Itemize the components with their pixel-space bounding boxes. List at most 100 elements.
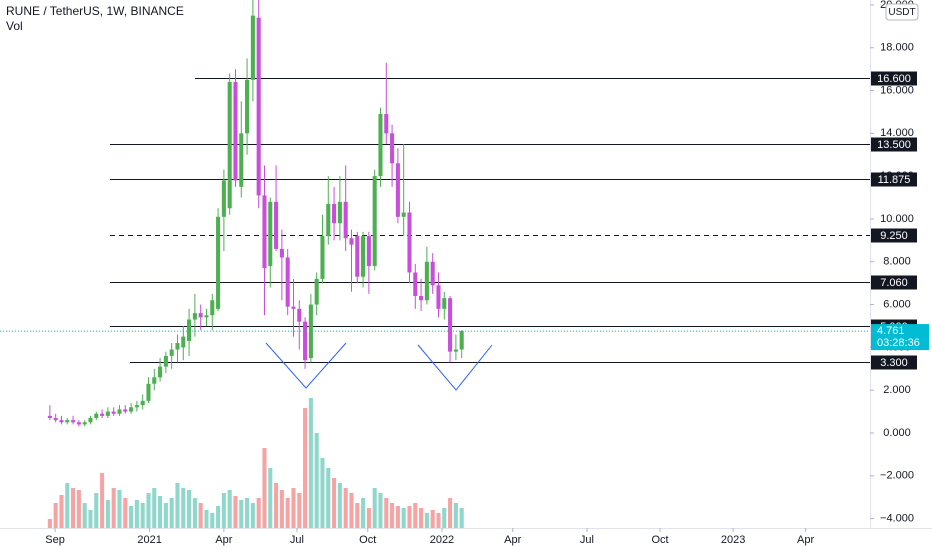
volume-bar bbox=[250, 503, 255, 528]
candle-body bbox=[337, 201, 342, 224]
candle-body bbox=[204, 315, 209, 318]
level-label-box bbox=[871, 275, 917, 290]
x-tick-label: 2022 bbox=[430, 534, 454, 546]
candle-body bbox=[349, 238, 354, 245]
volume-bar bbox=[123, 498, 128, 528]
candle-body bbox=[221, 180, 226, 217]
candle-body bbox=[279, 248, 284, 258]
y-tick-label: 18.000 bbox=[880, 42, 914, 54]
volume-bar bbox=[303, 408, 308, 528]
y-tick-label: 6.000 bbox=[883, 298, 911, 310]
candle-body bbox=[123, 409, 128, 412]
volume-bar bbox=[256, 498, 261, 528]
y-tick-label: −4.000 bbox=[880, 512, 914, 524]
candle-body bbox=[308, 304, 313, 359]
x-tick-label: 2021 bbox=[137, 534, 161, 546]
candle-body bbox=[175, 343, 180, 350]
volume-bar bbox=[262, 448, 267, 528]
volume-bar bbox=[297, 493, 302, 528]
volume-bar bbox=[59, 495, 64, 528]
candle-body bbox=[326, 203, 331, 237]
candle-body bbox=[366, 236, 371, 267]
x-tick-label: 2023 bbox=[721, 534, 745, 546]
x-tick-label: Oct bbox=[359, 534, 376, 546]
level-label: 3.300 bbox=[880, 357, 908, 369]
volume-bar bbox=[71, 488, 76, 528]
level-label: 7.060 bbox=[880, 277, 908, 289]
candle-body bbox=[117, 409, 122, 414]
volume-bar bbox=[320, 458, 325, 528]
candle-body bbox=[71, 420, 76, 423]
candle-body bbox=[453, 349, 458, 352]
volume-bar bbox=[279, 490, 284, 528]
volume-bar bbox=[53, 503, 58, 528]
currency-label[interactable]: USDT bbox=[888, 7, 915, 18]
candle-body bbox=[245, 79, 250, 134]
volume-bar bbox=[187, 490, 192, 528]
volume-bar bbox=[47, 519, 52, 528]
volume-bar bbox=[82, 503, 87, 528]
level-label-box bbox=[871, 228, 917, 243]
y-tick-label: 0.000 bbox=[883, 427, 911, 439]
volume-bar bbox=[372, 488, 377, 528]
x-tick-label: Apr bbox=[797, 534, 814, 546]
volume-bar bbox=[163, 503, 168, 528]
candle-body bbox=[187, 319, 192, 341]
candle-body bbox=[181, 336, 186, 348]
volume-bar bbox=[140, 503, 145, 528]
volume-bar bbox=[419, 508, 424, 528]
volume-bar bbox=[332, 478, 337, 528]
pattern-drawings bbox=[265, 342, 493, 391]
volume-bar bbox=[239, 500, 244, 528]
candle-body bbox=[297, 308, 302, 322]
candle-body bbox=[100, 413, 105, 416]
volume-bar bbox=[146, 493, 151, 528]
volume-bar bbox=[227, 490, 232, 528]
candle-body bbox=[256, 17, 261, 196]
candle-body bbox=[343, 201, 348, 239]
volume-bar bbox=[384, 498, 389, 528]
candle-body bbox=[413, 272, 418, 296]
volume-bar bbox=[337, 483, 342, 528]
candle-body bbox=[163, 355, 168, 367]
current-price-box bbox=[871, 324, 929, 351]
currency-button[interactable] bbox=[885, 3, 919, 21]
candle-body bbox=[210, 300, 215, 316]
candle-body bbox=[355, 236, 360, 277]
candle-body bbox=[94, 413, 99, 418]
volume-bar bbox=[175, 483, 180, 528]
plot-area bbox=[0, 0, 870, 528]
volume-bar bbox=[111, 488, 116, 528]
volume-bar bbox=[233, 496, 238, 528]
x-tick-label: Oct bbox=[651, 534, 668, 546]
volume-bar bbox=[361, 498, 366, 528]
candle-body bbox=[158, 366, 163, 378]
volume-bar bbox=[94, 493, 99, 528]
volume-bar bbox=[395, 506, 400, 528]
volume-bar bbox=[268, 468, 273, 528]
candle-body bbox=[430, 261, 435, 286]
volume-bar bbox=[105, 500, 110, 528]
volume-bar bbox=[221, 493, 226, 528]
v-pattern bbox=[417, 344, 493, 391]
candle-body bbox=[378, 114, 383, 177]
volume-bar bbox=[459, 508, 464, 528]
volume-bar bbox=[285, 498, 290, 528]
candle-body bbox=[233, 81, 238, 181]
candle-body bbox=[314, 278, 319, 305]
level-label-box bbox=[871, 137, 917, 152]
volume-bar bbox=[343, 488, 348, 528]
candle-body bbox=[140, 400, 145, 406]
volume-bar bbox=[349, 493, 354, 528]
volume-bar bbox=[401, 508, 406, 528]
x-tick-label: Sep bbox=[45, 534, 65, 546]
candle-body bbox=[105, 411, 110, 416]
level-label-box bbox=[871, 71, 917, 86]
candle-body bbox=[111, 411, 116, 414]
volume-bar bbox=[245, 498, 250, 528]
x-tick-label: Jul bbox=[580, 534, 594, 546]
candle-body bbox=[395, 163, 400, 217]
volume-bar bbox=[169, 498, 174, 528]
candle-body bbox=[169, 349, 174, 356]
